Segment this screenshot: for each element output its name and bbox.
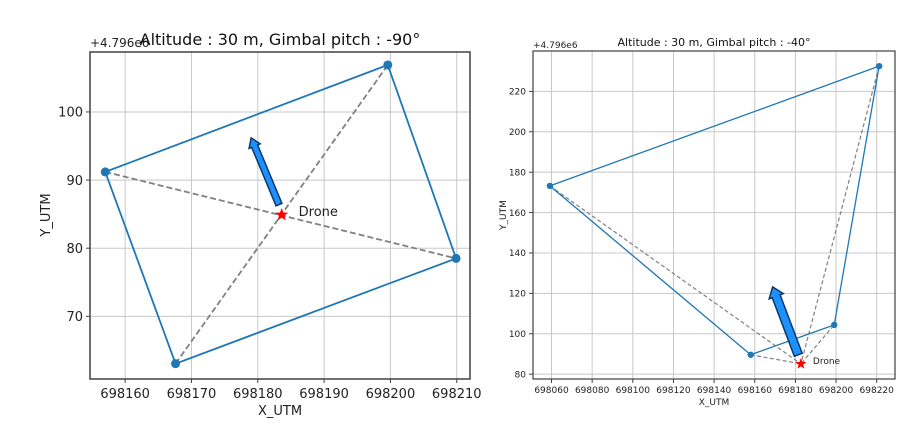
y-axis-label: Y_UTM	[39, 193, 54, 237]
plot-title: Altitude : 30 m, Gimbal pitch : -90°	[140, 30, 421, 49]
heading-arrow-icon	[248, 136, 283, 207]
y-tick-label: 80	[515, 370, 527, 380]
x-tick-label: 698170	[167, 387, 217, 402]
x-tick-label: 698120	[656, 386, 691, 396]
x-tick-label: 698210	[432, 387, 482, 402]
plot-title: Altitude : 30 m, Gimbal pitch : -40°	[618, 36, 811, 49]
x-tick-label: 698200	[819, 386, 854, 396]
y-offset-text: +4.796e6	[90, 36, 149, 50]
x-tick-label: 698080	[575, 386, 610, 396]
y-tick-label: 80	[66, 242, 83, 257]
x-axis-label: X_UTM	[699, 398, 730, 408]
corner-point	[747, 351, 754, 358]
y-tick-label: 180	[509, 168, 526, 178]
drone-label: Drone	[299, 205, 338, 220]
plot-gimbal-minus-90: 698160 698170 698180 698190 698200 698210 70 8…	[39, 30, 482, 419]
x-axis-ticks: 698060 698080 698100 698120 698140 698160 6981…	[534, 379, 894, 396]
footprint-polygon	[546, 62, 883, 358]
star-shape	[275, 207, 289, 221]
grid-lines	[533, 51, 895, 379]
y-tick-label: 160	[509, 209, 526, 219]
arrow-shape	[248, 136, 283, 207]
y-tick-label: 90	[66, 174, 83, 189]
plot-gimbal-minus-40: 698060 698080 698100 698120 698140 698160 6981…	[499, 36, 896, 408]
corner-point	[831, 321, 838, 329]
y-tick-label: 140	[509, 249, 526, 259]
y-tick-label: 200	[509, 128, 526, 138]
y-offset-text: +4.796e6	[533, 41, 578, 51]
drone-marker-star-icon	[275, 207, 289, 221]
x-tick-label: 698100	[616, 386, 651, 396]
y-axis-ticks: 80 100 120 140 160 180 200 220	[509, 88, 533, 380]
corner-point	[875, 62, 883, 70]
x-tick-label: 698060	[534, 386, 569, 396]
grid-lines	[90, 52, 470, 379]
x-tick-label: 698180	[778, 386, 813, 396]
x-tick-label: 698190	[299, 387, 349, 402]
corner-point	[171, 359, 181, 369]
diagonal-line	[750, 324, 835, 365]
y-tick-label: 120	[509, 290, 526, 300]
y-tick-label: 70	[66, 310, 83, 325]
x-axis-label: X_UTM	[258, 404, 302, 419]
x-tick-label: 698160	[100, 387, 150, 402]
axes-frame	[89, 51, 471, 380]
x-tick-label: 698160	[738, 386, 773, 396]
arrow-shape	[768, 285, 804, 358]
y-tick-label: 100	[509, 330, 526, 340]
heading-arrow-icon	[768, 285, 804, 358]
y-tick-label: 100	[58, 106, 83, 121]
star-shape	[795, 357, 807, 369]
y-axis-label: Y_UTM	[499, 200, 509, 231]
footprint-polygon	[100, 60, 461, 369]
corner-point	[383, 60, 393, 70]
drone-label: Drone	[813, 357, 841, 367]
y-axis-ticks: 70 80 90 100	[58, 106, 90, 325]
corner-point	[546, 182, 554, 190]
corner-point	[100, 167, 110, 177]
corner-point	[451, 253, 461, 263]
x-tick-label: 698200	[366, 387, 416, 402]
x-axis-ticks: 698160 698170 698180 698190 698200 698210	[100, 379, 482, 402]
drone-marker-star-icon	[795, 357, 807, 369]
x-tick-label: 698140	[697, 386, 732, 396]
x-tick-label: 698220	[860, 386, 895, 396]
x-tick-label: 698180	[233, 387, 283, 402]
y-tick-label: 220	[509, 88, 526, 98]
